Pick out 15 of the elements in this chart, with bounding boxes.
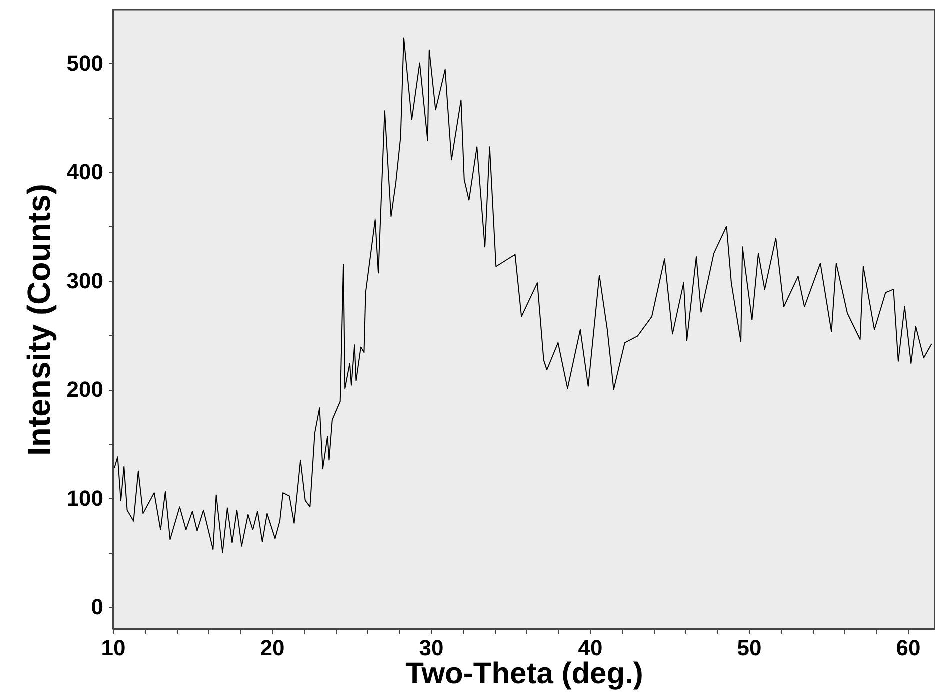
y-axis-title: Intensity (Counts) xyxy=(20,184,57,456)
y-tick-label: 0 xyxy=(91,594,104,620)
y-tick-label: 400 xyxy=(66,160,104,185)
x-tick-label: 40 xyxy=(578,636,603,660)
x-tick-label: 20 xyxy=(260,636,285,660)
x-axis-title: Two-Theta (deg.) xyxy=(406,658,644,690)
y-tick-label: 300 xyxy=(66,268,104,294)
x-tick-label: 60 xyxy=(896,636,921,660)
y-tick-label: 100 xyxy=(66,486,104,511)
x-tick-label: 30 xyxy=(419,636,444,660)
x-tick-label: 50 xyxy=(737,636,762,660)
y-tick-label: 500 xyxy=(66,50,104,76)
x-tick-label: 10 xyxy=(101,636,126,660)
y-tick-label: 200 xyxy=(66,377,104,402)
line-series xyxy=(114,38,932,554)
